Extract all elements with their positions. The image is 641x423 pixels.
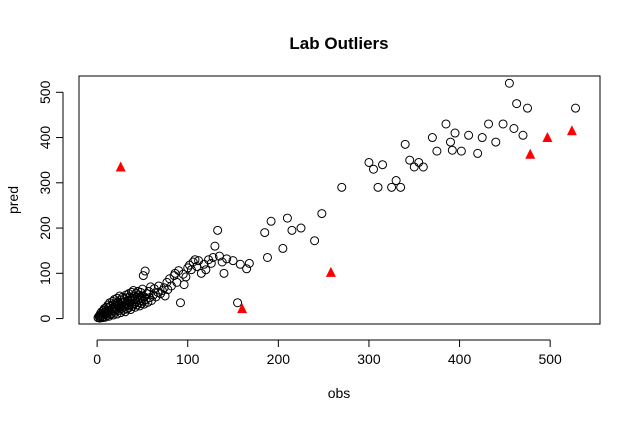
data-point <box>310 236 320 246</box>
data-point <box>260 228 270 238</box>
data-point <box>409 162 419 172</box>
data-point <box>473 148 483 158</box>
y-tick-label: 400 <box>37 126 53 150</box>
data-point <box>364 157 374 167</box>
data-point <box>396 182 406 192</box>
data-point <box>157 286 167 296</box>
data-point <box>278 243 288 253</box>
data-point <box>509 123 519 133</box>
outlier-point <box>115 161 126 172</box>
data-point <box>228 256 238 266</box>
data-point <box>387 182 397 192</box>
x-tick-label: 200 <box>267 351 291 367</box>
chart-title: Lab Outliers <box>289 34 388 53</box>
data-point <box>140 266 150 276</box>
data-point <box>317 209 327 219</box>
x-tick-label: 400 <box>448 351 472 367</box>
y-tick-label: 100 <box>37 261 53 285</box>
data-point <box>190 255 200 265</box>
data-point <box>571 103 581 113</box>
outlier-point <box>542 132 553 143</box>
data-point <box>441 119 451 129</box>
data-point <box>518 130 528 140</box>
data-point <box>122 304 132 314</box>
data-point <box>199 259 209 269</box>
data-point <box>523 103 533 113</box>
data-point <box>208 252 218 262</box>
data-point <box>160 291 170 301</box>
data-point <box>222 254 232 264</box>
outlier-point <box>525 148 536 159</box>
data-point <box>296 223 306 233</box>
data-point <box>287 225 297 235</box>
data-point <box>233 298 243 308</box>
data-point <box>210 241 220 251</box>
y-tick-label: 0 <box>37 314 53 322</box>
x-tick-label: 100 <box>176 351 200 367</box>
data-point <box>414 157 424 167</box>
x-tick-label: 300 <box>357 351 381 367</box>
data-point <box>244 258 254 268</box>
data-point <box>175 298 185 308</box>
data-point <box>217 257 227 267</box>
data-point <box>418 162 428 172</box>
data-point <box>491 137 501 147</box>
data-point <box>391 176 401 186</box>
data-point <box>206 258 216 268</box>
data-point <box>450 128 460 138</box>
data-point <box>138 271 148 281</box>
x-tick-label: 500 <box>538 351 562 367</box>
data-point <box>266 216 276 226</box>
data-point <box>178 269 188 279</box>
data-point <box>512 99 522 109</box>
data-point <box>432 146 442 156</box>
data-point <box>456 146 466 156</box>
data-point <box>213 225 223 235</box>
points-layer <box>93 78 581 323</box>
data-point <box>282 213 292 223</box>
data-point <box>151 292 161 302</box>
outlier-point <box>237 303 248 314</box>
data-point <box>464 130 474 140</box>
data-point <box>484 119 494 129</box>
x-axis: 0 100 200 300 400 500 <box>93 339 562 367</box>
data-point <box>148 290 158 300</box>
data-point <box>181 272 191 282</box>
data-point <box>498 119 508 129</box>
data-point <box>445 137 455 147</box>
data-point <box>235 259 245 269</box>
y-axis: 0 100 200 300 400 500 <box>37 80 64 322</box>
data-point <box>477 133 487 143</box>
data-point <box>504 78 514 88</box>
data-point <box>219 268 229 278</box>
data-point <box>201 265 211 275</box>
outlier-point <box>566 125 577 136</box>
data-point <box>242 264 252 274</box>
data-point <box>378 160 388 170</box>
data-point <box>427 133 437 143</box>
outlier-point <box>325 266 336 277</box>
x-axis-label: obs <box>328 385 351 401</box>
data-point <box>262 252 272 262</box>
data-point <box>337 182 347 192</box>
data-point <box>368 164 378 174</box>
y-tick-label: 500 <box>37 80 53 104</box>
y-tick-label: 300 <box>37 171 53 195</box>
data-point <box>373 182 383 192</box>
x-tick-label: 0 <box>93 351 101 367</box>
plot-frame <box>78 75 601 325</box>
y-axis-label: pred <box>5 186 21 214</box>
data-point <box>400 139 410 149</box>
data-point <box>447 145 457 155</box>
data-point <box>405 155 415 165</box>
y-tick-label: 200 <box>37 216 53 240</box>
